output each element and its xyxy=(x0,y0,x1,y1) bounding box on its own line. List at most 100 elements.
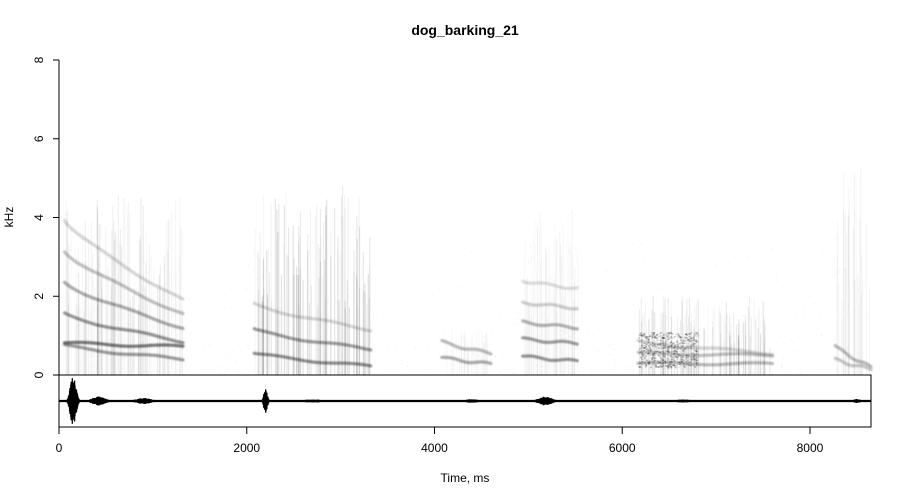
noise-streak xyxy=(68,243,70,375)
noise-streak xyxy=(340,251,341,375)
noise-block xyxy=(654,334,657,337)
noise-streak xyxy=(276,307,278,375)
noise-speck xyxy=(73,370,75,372)
noise-block xyxy=(693,358,696,361)
noise-speck xyxy=(632,369,634,371)
noise-streak xyxy=(762,301,764,375)
noise-streak xyxy=(344,308,346,375)
noise-speck xyxy=(429,258,431,260)
noise-speck xyxy=(59,346,61,348)
noise-block xyxy=(662,354,665,356)
noise-block xyxy=(656,339,659,342)
noise-speck xyxy=(106,367,108,368)
noise-block xyxy=(638,366,641,368)
noise-speck xyxy=(628,275,629,276)
noise-streak xyxy=(649,340,651,375)
harmonic-line xyxy=(833,343,873,369)
noise-streak xyxy=(330,231,332,375)
noise-speck xyxy=(785,371,787,373)
noise-streak xyxy=(664,298,666,375)
noise-speck xyxy=(198,369,199,370)
noise-speck xyxy=(776,275,778,277)
noise-block xyxy=(652,334,655,336)
noise-block xyxy=(656,366,659,368)
noise-block xyxy=(656,333,658,336)
noise-block xyxy=(661,364,664,366)
noise-block xyxy=(642,335,645,337)
noise-speck xyxy=(628,366,630,368)
noise-speck xyxy=(295,354,296,355)
noise-speck xyxy=(207,359,209,361)
noise-speck xyxy=(690,311,692,313)
noise-speck xyxy=(527,316,529,318)
noise-streak xyxy=(526,278,528,375)
noise-speck xyxy=(619,289,620,290)
noise-block xyxy=(655,336,658,338)
noise-block xyxy=(692,343,695,345)
noise-streak xyxy=(262,260,264,375)
noise-streak xyxy=(568,213,569,375)
noise-speck xyxy=(809,295,811,297)
noise-streak xyxy=(299,268,301,375)
noise-speck xyxy=(338,282,340,284)
noise-block xyxy=(680,359,683,362)
noise-streak xyxy=(129,299,131,375)
noise-speck xyxy=(92,281,94,282)
noise-block xyxy=(667,336,670,338)
noise-speck xyxy=(651,242,652,243)
noise-block xyxy=(657,346,660,349)
noise-block xyxy=(666,347,669,349)
noise-streak xyxy=(334,207,336,375)
noise-speck xyxy=(748,256,750,258)
noise-streak xyxy=(652,296,654,375)
noise-streak xyxy=(674,342,676,375)
noise-block xyxy=(642,355,644,358)
noise-streak xyxy=(356,275,358,375)
noise-block xyxy=(647,349,650,352)
noise-speck xyxy=(152,369,153,371)
noise-speck xyxy=(283,291,285,293)
noise-speck xyxy=(148,371,150,373)
noise-block xyxy=(684,350,686,352)
noise-speck xyxy=(614,366,616,368)
noise-speck xyxy=(657,288,659,290)
noise-speck xyxy=(526,357,528,359)
noise-speck xyxy=(771,248,772,250)
noise-block xyxy=(692,340,695,342)
noise-block xyxy=(679,336,682,338)
noise-speck xyxy=(755,365,757,366)
noise-speck xyxy=(401,363,403,365)
noise-speck xyxy=(265,327,267,329)
noise-streak xyxy=(738,319,740,375)
noise-streak xyxy=(536,225,538,375)
noise-streak xyxy=(662,343,664,375)
noise-speck xyxy=(507,362,509,364)
noise-block xyxy=(691,339,694,342)
noise-block xyxy=(653,332,656,334)
noise-block xyxy=(689,361,692,363)
noise-speck xyxy=(96,283,98,285)
noise-speck xyxy=(745,372,747,374)
noise-speck xyxy=(562,373,563,375)
noise-streak xyxy=(733,312,735,375)
noise-streak xyxy=(485,334,486,375)
noise-speck xyxy=(707,339,709,341)
noise-speck xyxy=(861,259,863,261)
noise-speck xyxy=(618,268,619,269)
noise-streak xyxy=(742,321,744,375)
noise-block xyxy=(668,332,671,334)
noise-streak xyxy=(325,215,327,375)
noise-speck xyxy=(783,357,784,359)
noise-block xyxy=(645,336,648,338)
noise-streak xyxy=(854,211,855,375)
noise-block xyxy=(686,359,689,362)
noise-streak xyxy=(554,219,555,375)
noise-speck xyxy=(142,341,144,343)
noise-speck xyxy=(439,288,440,290)
noise-speck xyxy=(357,333,359,335)
noise-speck xyxy=(225,357,226,359)
noise-speck xyxy=(387,350,388,351)
noise-speck xyxy=(632,242,634,244)
noise-streak xyxy=(106,306,108,375)
noise-speck xyxy=(372,316,374,318)
